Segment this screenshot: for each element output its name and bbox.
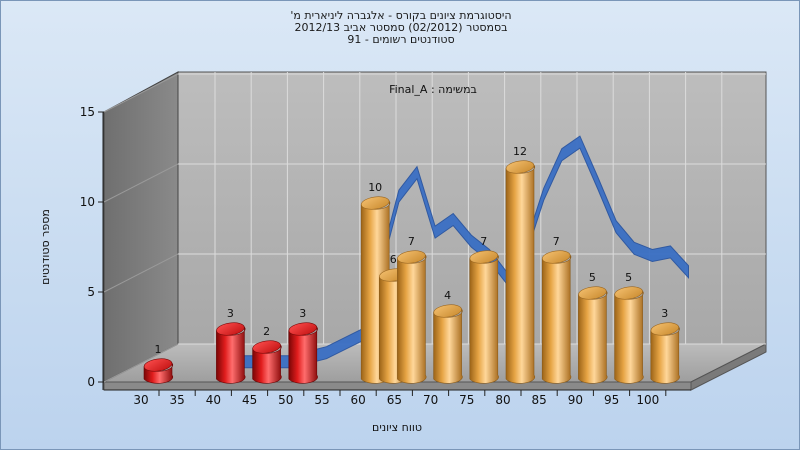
x-tick-label: 95 [604,393,619,407]
bar-value-label: 3 [227,307,234,320]
bar-body [397,254,427,384]
bar-value-label: 4 [444,289,451,302]
bar-body [614,290,644,384]
x-tick-label: 85 [532,393,547,407]
chart-title: במשימה : Final_A [389,83,477,96]
chart-header-semester: בסמסטר (02/2012) סמסטר אביב 2012/13 [294,21,508,34]
bar-top [143,358,173,372]
y-axis-title: מספר סטודנטים [39,209,52,285]
bar [650,322,680,384]
bar-value-label: 2 [263,325,270,338]
bar-value-label: 5 [625,271,632,284]
bar [288,322,318,384]
bar-value-label: 12 [513,145,527,158]
left-wall [103,71,179,383]
bar-value-label: 7 [408,235,415,248]
bar-top [578,286,607,300]
x-tick-label: 40 [206,393,221,407]
distribution-ribbon-area [217,135,689,369]
x-tick-label: 55 [314,393,329,407]
x-tick-label: 80 [495,393,510,407]
bar-top [469,250,498,264]
floor-right-edge [690,343,767,391]
gridline-side [103,343,179,383]
bar [578,286,608,384]
bar-top [252,340,281,354]
gridline-side [103,73,179,113]
y-tick-label: 10 [80,195,95,209]
x-tick-label: 60 [351,393,366,407]
bar-top [397,250,426,264]
x-tick-label: 35 [170,393,185,407]
bar [433,304,463,384]
x-tick-label: 65 [387,393,402,407]
bar-body [650,326,680,384]
bar-top [288,322,317,336]
bar-top [542,250,571,264]
bar-value-label: 3 [661,307,668,320]
bar-value-label: 6 [390,253,397,266]
x-axis-title: טווח ציונים [372,421,422,434]
chart-header-course: היסטוגרמת ציונים בקורס - אלגברה ליניארית… [290,9,512,22]
x-tick-label: 30 [133,393,148,407]
bar [469,250,499,384]
bar [541,250,572,384]
bar-top [433,304,462,318]
bar [252,340,282,384]
y-tick-label: 0 [87,375,95,389]
bar-body [288,326,318,384]
bar [505,160,535,384]
bar-top [216,322,245,336]
bar-value-label: 5 [589,271,596,284]
y-tick-label: 15 [80,105,95,119]
bar-top [650,322,679,336]
gridline-side [103,163,179,203]
bar-value-label: 7 [480,235,487,248]
x-tick-label: 70 [423,393,438,407]
bar [614,286,644,384]
chart-header-students: סטודנטים רשומים - 91 [347,33,455,46]
x-tick-label: 100 [636,393,659,407]
bar-top [361,196,390,210]
bar-top [614,286,643,300]
gridline-side [103,253,179,293]
bar-value-label: 7 [553,235,560,248]
bar-value-label: 1 [155,343,162,356]
x-tick-label: 45 [242,393,257,407]
bar-value-label: 3 [299,307,306,320]
bar-body [505,164,535,384]
bar-body [216,326,246,384]
bar-top [505,160,535,174]
bar-body [433,308,463,384]
bar [143,358,173,384]
bar [397,250,427,384]
x-tick-label: 90 [568,393,583,407]
bar-body [469,254,499,384]
y-tick-label: 5 [87,285,95,299]
x-tick-label: 75 [459,393,474,407]
bar-value-label: 10 [368,181,382,194]
bar-body [541,254,572,384]
bar-body [578,290,608,384]
bar [216,322,246,384]
x-tick-label: 50 [278,393,293,407]
distribution-ribbon [217,135,689,369]
